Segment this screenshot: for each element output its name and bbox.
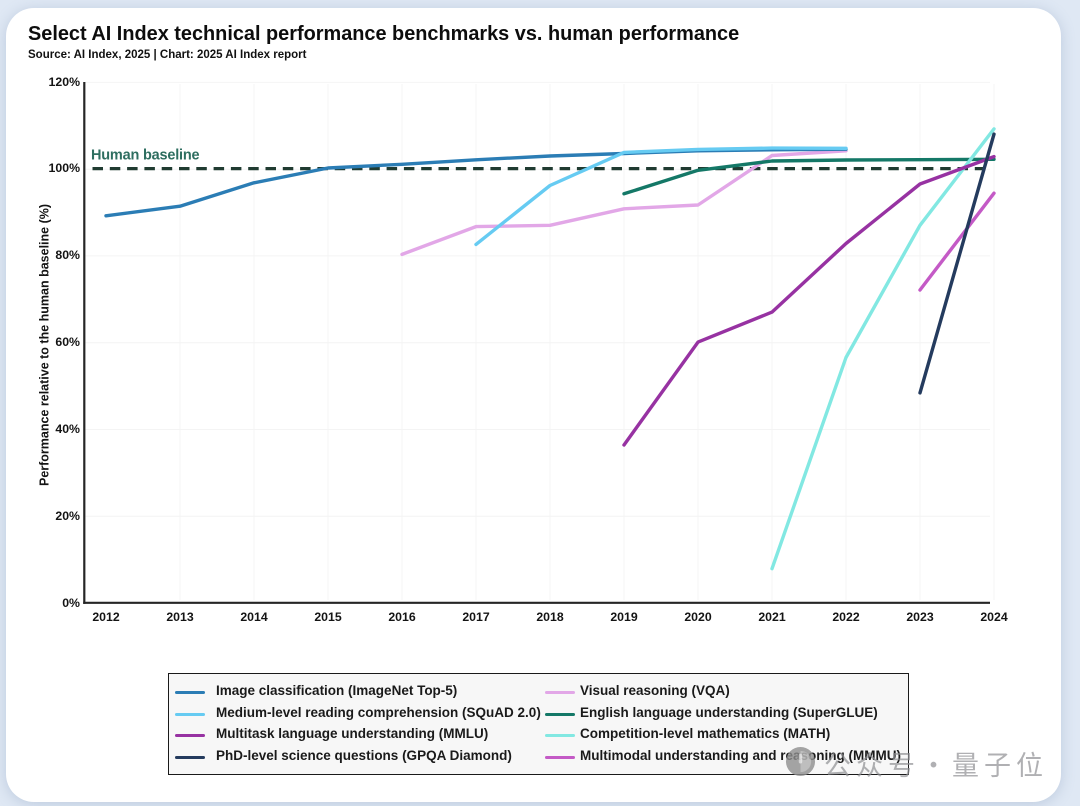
svg-text:80%: 80% bbox=[55, 248, 80, 262]
svg-text:2021: 2021 bbox=[758, 610, 786, 624]
svg-text:60%: 60% bbox=[55, 335, 80, 349]
svg-text:2016: 2016 bbox=[388, 610, 416, 624]
svg-text:Human baseline: Human baseline bbox=[91, 148, 200, 164]
svg-text:40%: 40% bbox=[55, 422, 80, 436]
svg-text:2013: 2013 bbox=[166, 610, 194, 624]
svg-text:2012: 2012 bbox=[92, 610, 120, 624]
svg-text:2015: 2015 bbox=[314, 610, 342, 624]
svg-text:2018: 2018 bbox=[536, 610, 564, 624]
svg-text:2019: 2019 bbox=[610, 610, 638, 624]
svg-text:2023: 2023 bbox=[906, 610, 934, 624]
svg-text:2014: 2014 bbox=[240, 610, 268, 624]
svg-text:Performance relative to the hu: Performance relative to the human baseli… bbox=[38, 204, 52, 486]
svg-text:2024: 2024 bbox=[980, 610, 1008, 624]
svg-text:0%: 0% bbox=[62, 596, 80, 610]
svg-text:2020: 2020 bbox=[684, 610, 712, 624]
svg-text:120%: 120% bbox=[49, 75, 81, 89]
svg-text:2017: 2017 bbox=[462, 610, 490, 624]
svg-text:2022: 2022 bbox=[832, 610, 860, 624]
svg-text:100%: 100% bbox=[49, 161, 81, 175]
svg-text:20%: 20% bbox=[55, 509, 80, 523]
